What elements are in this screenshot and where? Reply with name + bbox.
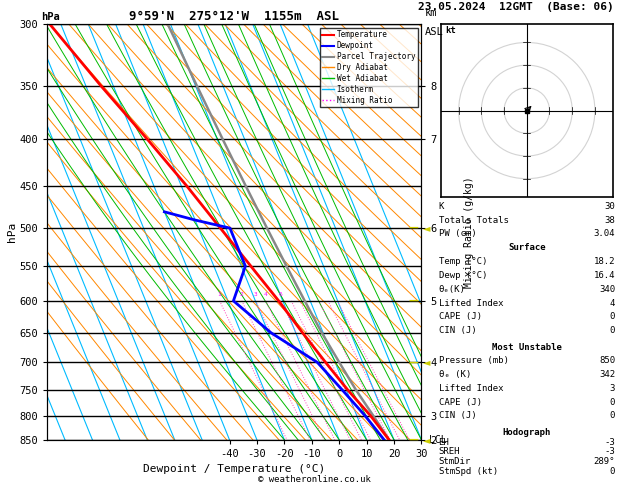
Text: 16.4: 16.4 — [594, 271, 615, 280]
Text: Most Unstable: Most Unstable — [492, 343, 562, 351]
Text: LCL: LCL — [429, 435, 447, 445]
Text: CIN (J): CIN (J) — [438, 326, 476, 335]
Text: km: km — [425, 8, 437, 18]
Text: CIN (J): CIN (J) — [438, 412, 476, 420]
Text: Lifted Index: Lifted Index — [438, 298, 503, 308]
Text: -3: -3 — [604, 438, 615, 447]
Text: —: — — [408, 435, 418, 445]
X-axis label: Dewpoint / Temperature (°C): Dewpoint / Temperature (°C) — [143, 465, 325, 474]
Text: K: K — [438, 202, 444, 211]
Text: CAPE (J): CAPE (J) — [438, 398, 482, 407]
Text: ◄: ◄ — [423, 357, 430, 367]
Text: 38: 38 — [604, 215, 615, 225]
Text: 0: 0 — [610, 312, 615, 322]
Text: ◄: ◄ — [423, 223, 430, 233]
Text: PW (cm): PW (cm) — [438, 229, 476, 239]
Text: hPa: hPa — [41, 12, 60, 22]
Text: 1: 1 — [218, 292, 221, 297]
Text: 340: 340 — [599, 285, 615, 294]
Text: StmDir: StmDir — [438, 457, 470, 466]
Text: Totals Totals: Totals Totals — [438, 215, 508, 225]
Text: 342: 342 — [599, 370, 615, 379]
Text: Hodograph: Hodograph — [503, 428, 551, 437]
Text: 3.04: 3.04 — [594, 229, 615, 239]
Text: —: — — [408, 223, 418, 233]
Text: θₑ(K): θₑ(K) — [438, 285, 465, 294]
Text: 18.2: 18.2 — [594, 257, 615, 266]
Text: 30: 30 — [604, 202, 615, 211]
Text: 289°: 289° — [594, 457, 615, 466]
Text: EH: EH — [438, 438, 449, 447]
Text: 4: 4 — [264, 292, 267, 297]
Text: Lifted Index: Lifted Index — [438, 384, 503, 393]
Text: Dewp (°C): Dewp (°C) — [438, 271, 487, 280]
Title: 9°59'N  275°12'W  1155m  ASL: 9°59'N 275°12'W 1155m ASL — [130, 10, 339, 23]
Text: 3: 3 — [610, 384, 615, 393]
Legend: Temperature, Dewpoint, Parcel Trajectory, Dry Adiabat, Wet Adiabat, Isotherm, Mi: Temperature, Dewpoint, Parcel Trajectory… — [320, 28, 418, 107]
Text: SREH: SREH — [438, 448, 460, 456]
Text: Temp (°C): Temp (°C) — [438, 257, 487, 266]
Text: -3: -3 — [604, 448, 615, 456]
Text: ASL: ASL — [425, 27, 443, 37]
Text: kt: kt — [445, 26, 456, 35]
Text: 23.05.2024  12GMT  (Base: 06): 23.05.2024 12GMT (Base: 06) — [418, 2, 614, 12]
Text: —: — — [408, 357, 418, 367]
Text: 0: 0 — [610, 326, 615, 335]
Text: Surface: Surface — [508, 243, 545, 252]
Text: ◄: ◄ — [423, 435, 430, 445]
Text: 6: 6 — [279, 292, 282, 297]
Text: θₑ (K): θₑ (K) — [438, 370, 470, 379]
Text: 0: 0 — [610, 412, 615, 420]
Text: CAPE (J): CAPE (J) — [438, 312, 482, 322]
Text: Mixing Ratio (g/kg): Mixing Ratio (g/kg) — [464, 176, 474, 288]
Text: 4: 4 — [610, 298, 615, 308]
Text: 850: 850 — [599, 356, 615, 365]
Text: 2: 2 — [240, 292, 243, 297]
Text: —: — — [408, 296, 418, 306]
Y-axis label: hPa: hPa — [7, 222, 16, 242]
Text: 0: 0 — [610, 467, 615, 476]
Text: 0: 0 — [610, 398, 615, 407]
Text: © weatheronline.co.uk: © weatheronline.co.uk — [258, 474, 371, 484]
Text: Pressure (mb): Pressure (mb) — [438, 356, 508, 365]
Text: StmSpd (kt): StmSpd (kt) — [438, 467, 498, 476]
Text: 3: 3 — [253, 292, 257, 297]
